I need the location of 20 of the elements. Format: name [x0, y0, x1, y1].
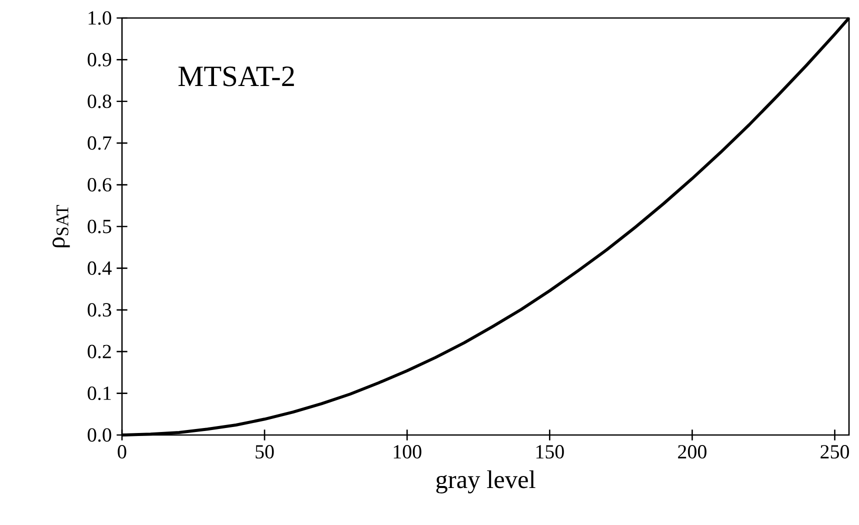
y-tick-label: 0.1: [88, 386, 111, 400]
x-tick-label: 200: [678, 445, 706, 459]
x-tick-label: 100: [394, 445, 422, 459]
y-tick-label: 0.4: [88, 261, 112, 275]
y-tick-label: 0.9: [88, 52, 112, 66]
y-tick-label: 0.3: [88, 303, 112, 317]
y-tick-label: 0.6: [88, 178, 112, 192]
y-tick-label: 0.7: [88, 136, 112, 150]
x-tick-label: 250: [820, 445, 849, 459]
y-axis-title: ρ$_{SAT}$: [52, 205, 70, 248]
y-tick-label: 0.5: [88, 220, 112, 234]
x-axis-title: gray level: [436, 470, 536, 494]
x-tick-label: 150: [536, 445, 564, 459]
y-tick-label: 0.2: [88, 344, 111, 358]
x-tick-label: 0: [118, 445, 126, 459]
y-tick-label: 0.0: [88, 428, 112, 442]
annotation: MTSAT-2: [178, 66, 294, 86]
y-tick-label: 1.0: [88, 11, 112, 25]
y-tick-label: 0.8: [88, 94, 112, 108]
x-tick-label: 50: [256, 445, 274, 459]
